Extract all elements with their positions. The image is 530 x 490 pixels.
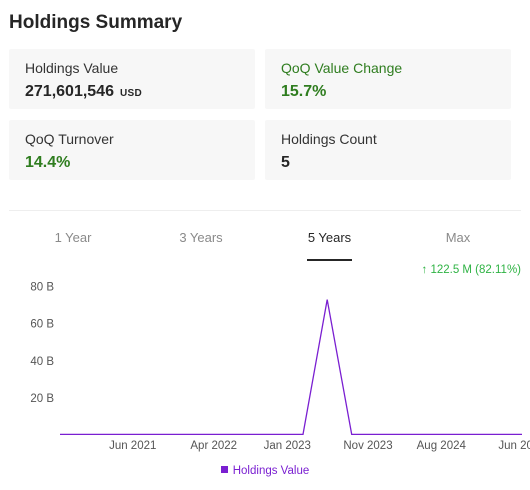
tab-5-years[interactable]: 5 Years <box>307 226 352 261</box>
page-title: Holdings Summary <box>9 12 183 33</box>
y-tick-label: 60 B <box>30 319 54 331</box>
arrow-up-icon: ↑ <box>421 264 428 276</box>
holdings-value-card: Holdings Value 271,601,546 USD <box>9 49 255 109</box>
x-tick-label: Jun 2021 <box>109 440 156 452</box>
x-tick-label: Jun 2025 <box>498 440 530 452</box>
holdings-count-card: Holdings Count 5 <box>265 120 511 180</box>
holdings-value-amount: 271,601,546 USD <box>25 82 239 104</box>
y-tick-label: 40 B <box>30 356 54 368</box>
legend-swatch <box>220 466 228 473</box>
x-tick-label: Jan 2023 <box>264 440 311 452</box>
tab-3-years[interactable]: 3 Years <box>179 230 223 245</box>
tab-max[interactable]: Max <box>445 230 471 245</box>
time-range-tabs: 1 Year 3 Years 5 Years Max <box>0 226 530 262</box>
holdings-value-number: 271,601,546 <box>25 83 114 100</box>
qoq-value-change-amount: 15.7% <box>281 83 327 100</box>
x-tick-label: Aug 2024 <box>417 440 467 452</box>
holdings-value-label: Holdings Value <box>25 60 119 76</box>
qoq-turnover-amount: 14.4% <box>25 154 71 171</box>
legend-label: Holdings Value <box>232 465 310 477</box>
y-tick-label: 80 B <box>30 282 54 294</box>
period-change-badge: ↑ 122.5 M (82.11%) <box>421 264 521 276</box>
qoq-value-change-label: QoQ Value Change <box>281 60 403 76</box>
qoq-turnover-label: QoQ Turnover <box>25 131 114 147</box>
series-line-holdings-value <box>60 299 522 436</box>
holdings-value-chart: 20 B 40 B 60 B 80 B Jun 2021 Apr 2022 Jan 2023… <box>0 278 530 490</box>
chart-legend[interactable]: Holdings Value <box>0 465 530 477</box>
x-tick-label: Nov 2023 <box>343 440 392 452</box>
period-change-text: 122.5 M (82.11%) <box>430 264 521 276</box>
chart-svg: 20 B 40 B 60 B 80 B Jun 2021 Apr 2022 Jan 2023… <box>30 282 530 452</box>
holdings-value-unit: USD <box>119 88 142 99</box>
tab-1-year[interactable]: 1 Year <box>54 230 92 245</box>
holdings-count-amount: 5 <box>281 154 290 171</box>
x-tick-label: Apr 2022 <box>190 440 237 452</box>
qoq-turnover-card: QoQ Turnover 14.4% <box>9 120 255 180</box>
y-tick-label: 20 B <box>30 393 54 405</box>
qoq-value-change-card: QoQ Value Change 15.7% <box>265 49 511 109</box>
holdings-count-label: Holdings Count <box>281 131 377 147</box>
section-divider <box>9 210 521 211</box>
